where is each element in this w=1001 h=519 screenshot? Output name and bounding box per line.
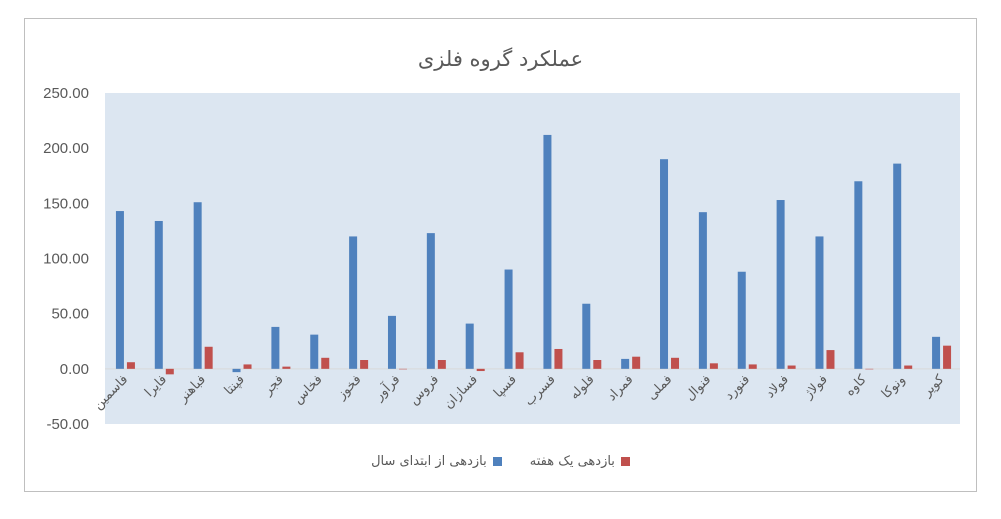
bar-series2-11 (554, 348, 563, 369)
legend-label-week: بازدهی یک هفته (529, 454, 615, 469)
bar-series1-6 (349, 236, 358, 369)
y-tick-label: 250.00 (43, 85, 89, 102)
bar-series2-9 (476, 368, 485, 372)
bar-series1-13 (621, 358, 630, 369)
bar-series2-13 (632, 356, 641, 369)
bar-series2-4 (282, 366, 291, 369)
bar-series1-14 (660, 159, 669, 369)
bar-series1-1 (154, 220, 163, 369)
bar-series1-3 (232, 368, 241, 373)
chart-legend: بازدهی از ابتدای سال بازدهی یک هفته (0, 454, 1001, 469)
bar-series2-8 (437, 360, 446, 369)
bar-series2-1 (165, 368, 174, 375)
y-tick-label: 0.00 (60, 361, 89, 378)
bar-series2-15 (709, 363, 718, 369)
bar-series2-6 (360, 360, 369, 369)
bar-series1-15 (698, 212, 707, 369)
bar-series1-4 (271, 326, 280, 369)
bar-series1-19 (854, 181, 863, 369)
plot-area (105, 93, 960, 424)
bar-series2-0 (126, 362, 135, 369)
chart-title: عملکرد گروه فلزی (417, 47, 584, 71)
legend-label-ytd: بازدهی از ابتدای سال (371, 454, 487, 469)
legend-swatch-ytd (492, 457, 502, 466)
y-tick-label: -50.00 (46, 416, 89, 433)
bar-series1-20 (893, 163, 902, 369)
bar-series1-2 (193, 202, 202, 369)
bar-series1-16 (737, 271, 746, 369)
bar-series2-16 (748, 364, 757, 369)
bar-series2-10 (515, 352, 524, 369)
bar-series1-9 (465, 323, 474, 369)
bar-series1-0 (115, 211, 124, 369)
bar-series2-7 (398, 368, 407, 370)
bar-series2-5 (321, 357, 330, 369)
bar-series1-21 (932, 336, 941, 369)
bar-series1-18 (815, 236, 824, 369)
bar-series1-5 (310, 334, 319, 369)
bar-series2-18 (826, 350, 835, 369)
legend-swatch-week (620, 457, 630, 466)
bar-series1-12 (582, 303, 591, 369)
bar-series2-2 (204, 346, 213, 369)
bar-series2-21 (943, 345, 952, 369)
y-tick-label: 50.00 (51, 306, 89, 323)
bar-series2-14 (671, 357, 680, 369)
bar-series1-7 (387, 315, 396, 369)
bar-series2-19 (865, 368, 874, 370)
y-tick-label: 200.00 (43, 140, 89, 157)
bar-series1-8 (426, 233, 435, 369)
bar-series1-10 (504, 269, 513, 369)
bar-series1-17 (776, 200, 785, 369)
bar-series2-12 (593, 360, 602, 369)
legend-item-week: بازدهی یک هفته (530, 454, 630, 469)
y-tick-label: 100.00 (43, 251, 89, 268)
bar-series2-20 (904, 365, 913, 369)
y-tick-label: 150.00 (43, 195, 89, 212)
bar-series2-3 (243, 364, 252, 369)
legend-item-ytd: بازدهی از ابتدای سال (371, 454, 502, 469)
bar-series2-17 (787, 365, 796, 369)
bar-series1-11 (543, 134, 552, 369)
